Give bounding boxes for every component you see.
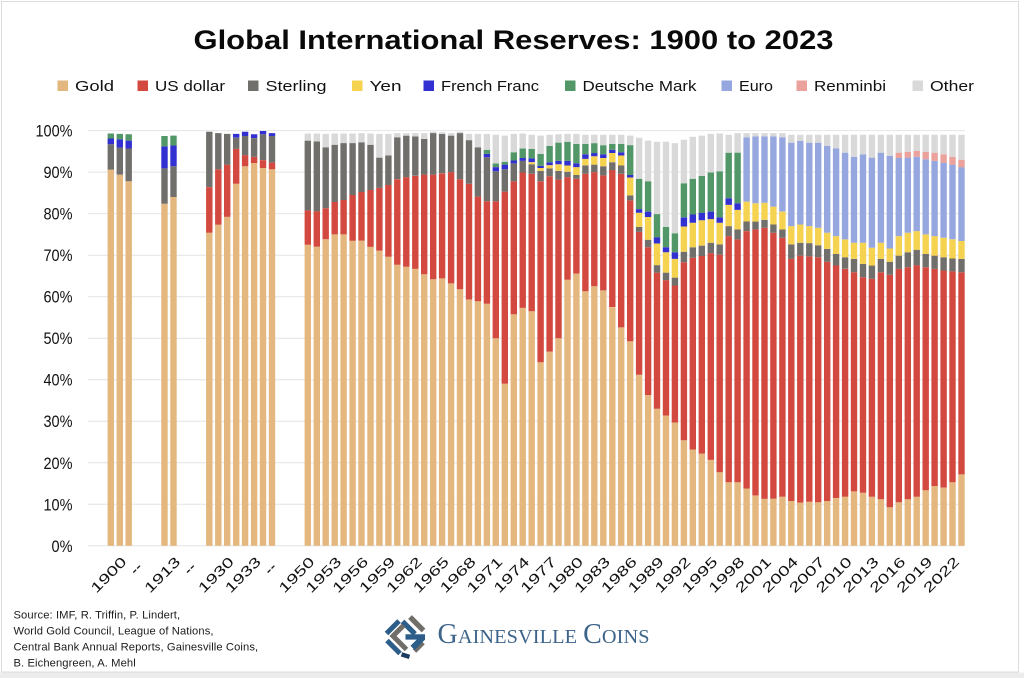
svg-text:US dollar: US dollar [155, 78, 225, 95]
svg-text:20%: 20% [44, 454, 73, 473]
svg-text:Source: IMF, R. Triffin, P. Li: Source: IMF, R. Triffin, P. Lindert, [14, 610, 181, 622]
svg-text:Euro: Euro [739, 78, 773, 95]
svg-text:80%: 80% [44, 205, 73, 224]
svg-text:World Gold Council, League of: World Gold Council, League of Nations, [14, 626, 214, 638]
svg-text:B. Eichengreen, A. Mehl: B. Eichengreen, A. Mehl [14, 658, 136, 670]
svg-text:Yen: Yen [370, 78, 402, 95]
svg-text:Deutsche Mark: Deutsche Mark [583, 78, 698, 95]
svg-text:French Franc: French Franc [441, 78, 540, 95]
svg-text:90%: 90% [44, 163, 73, 182]
svg-text:50%: 50% [44, 329, 73, 348]
svg-text:60%: 60% [44, 288, 73, 307]
svg-text:10%: 10% [44, 495, 73, 514]
svg-text:Renminbi: Renminbi [814, 78, 886, 95]
svg-text:Other: Other [930, 78, 974, 95]
svg-text:100%: 100% [36, 122, 73, 141]
svg-text:0%: 0% [52, 537, 73, 556]
svg-text:40%: 40% [44, 371, 73, 390]
svg-text:Gold: Gold [75, 78, 114, 95]
svg-text:Sterling: Sterling [266, 78, 327, 95]
svg-text:30%: 30% [44, 412, 73, 431]
svg-text:Central Bank Annual Reports, G: Central Bank Annual Reports, Gainesville… [14, 642, 259, 654]
svg-text:Global International Reserves:: Global International Reserves: 1900 to 2… [194, 25, 834, 55]
svg-text:70%: 70% [44, 246, 73, 265]
